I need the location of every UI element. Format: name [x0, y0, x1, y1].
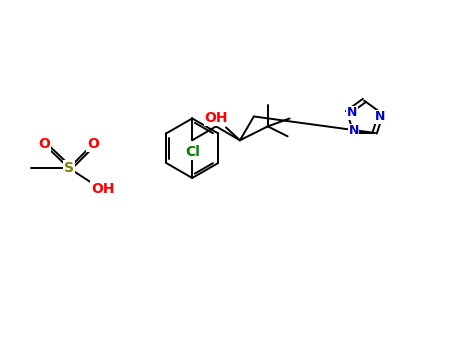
Text: S: S	[64, 161, 74, 175]
Text: N: N	[375, 110, 385, 124]
Text: N: N	[349, 124, 359, 138]
Text: N: N	[347, 106, 357, 119]
Text: OH: OH	[91, 182, 115, 196]
Text: OH: OH	[204, 111, 228, 125]
Text: Cl: Cl	[185, 145, 200, 159]
Text: O: O	[87, 137, 99, 151]
Text: O: O	[38, 137, 50, 151]
